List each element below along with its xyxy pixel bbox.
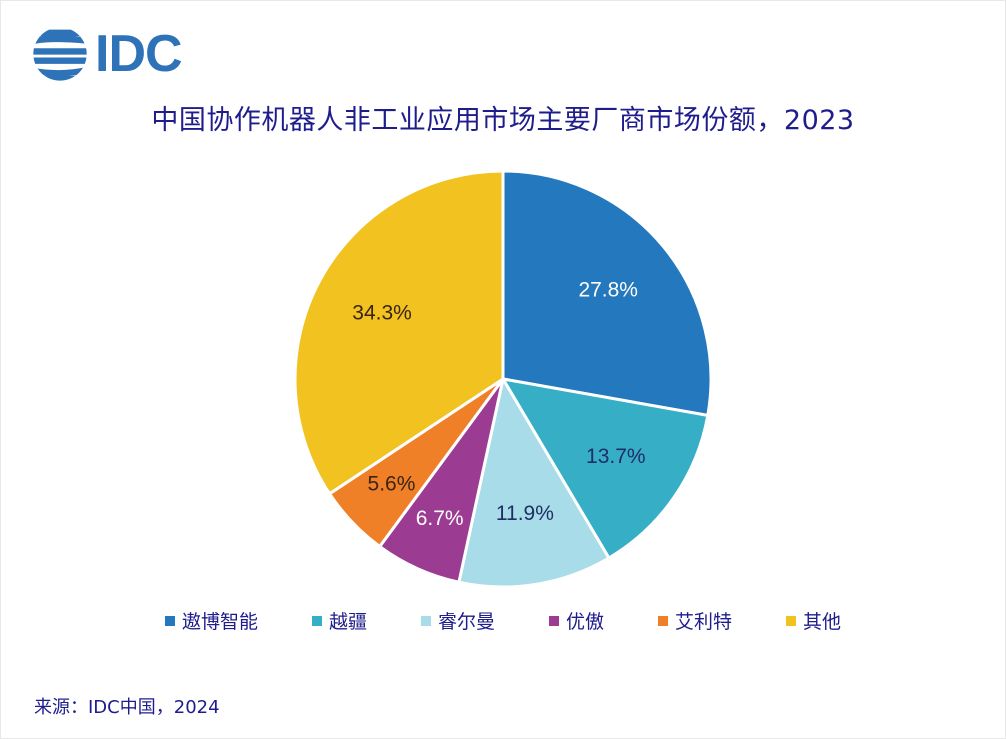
legend-item-label: 艾利特 [675, 611, 733, 633]
pie-slice-label: 13.7% [586, 445, 646, 468]
pie-slice-label: 11.9% [496, 502, 554, 525]
legend-item[interactable]: 优傲 [549, 607, 604, 634]
legend-swatch-icon [549, 615, 559, 626]
legend-swatch-icon [786, 615, 797, 626]
pie-slice-label: 27.8% [578, 278, 638, 301]
pie-slice [293, 169, 505, 496]
idc-logo: IDC [31, 25, 183, 83]
chart-title: 中国协作机器人非工业应用市场主要厂商市场份额，2023 [151, 105, 855, 136]
pie-slice-label: 6.7% [416, 507, 464, 530]
legend-item[interactable]: 睿尔曼 [420, 607, 495, 634]
legend-item-label: 越疆 [328, 611, 367, 633]
legend-swatch-icon [420, 615, 431, 626]
legend-item[interactable]: 越疆 [311, 607, 367, 634]
pie-chart-svg: 27.8% 13.7% 11.9% 6.7%5.6% 34.3% [293, 169, 713, 589]
chart-legend: 遨博智能 越疆 睿尔曼 优傲 艾利特 其他 [1, 607, 1005, 634]
legend-item-label: 其他 [803, 611, 842, 633]
legend-item-label: 优傲 [566, 611, 605, 633]
legend-swatch-icon [164, 615, 175, 626]
legend-item[interactable]: 其他 [786, 607, 841, 634]
legend-swatch-icon [658, 615, 669, 626]
legend-swatch-icon [311, 615, 322, 626]
idc-wordmark: IDC [95, 25, 183, 83]
legend-item[interactable]: 艾利特 [658, 607, 732, 634]
pie-slice [501, 169, 713, 418]
source-note: 来源：IDC中国，2024 [34, 697, 220, 718]
pie-slice [457, 374, 611, 589]
pie-chart: 27.8% 13.7% 11.9% 6.7% 5.6% 34.3% [1, 159, 1005, 599]
pie-slice [500, 376, 710, 561]
pie-slice-label: 34.3% [352, 302, 412, 325]
legend-item-label: 睿尔曼 [437, 611, 495, 633]
idc-globe-icon [33, 29, 87, 81]
legend-item[interactable]: 遨博智能 [164, 607, 258, 634]
pie-slice-label: 5.6% [368, 473, 416, 496]
legend-item-label: 遨博智能 [181, 611, 258, 633]
